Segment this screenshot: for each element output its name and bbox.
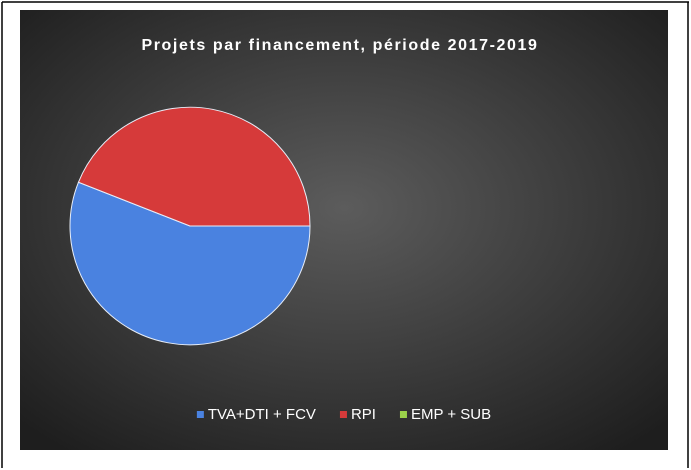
legend-marker [399, 411, 407, 418]
legend-label: TVA+DTI + FCV [208, 406, 316, 423]
pie-slice [69, 181, 311, 346]
pie [69, 106, 311, 346]
legend: TVA+DTI + FCV RPI EMP + SUB [196, 406, 491, 423]
legend-label: RPI [351, 406, 376, 423]
legend-marker [339, 411, 347, 418]
pie-slice [77, 106, 311, 227]
legend-marker [196, 411, 204, 418]
legend-label: EMP + SUB [411, 406, 491, 423]
chart-title: Projets par financement, période 2017-20… [141, 37, 538, 54]
